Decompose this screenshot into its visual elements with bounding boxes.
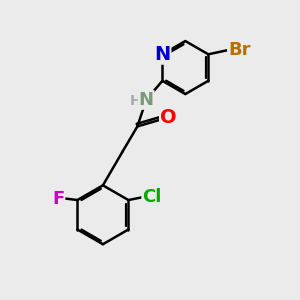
Text: Cl: Cl <box>142 188 162 206</box>
Text: N: N <box>154 45 170 64</box>
Text: N: N <box>139 91 154 109</box>
Text: O: O <box>160 108 177 127</box>
Text: Br: Br <box>228 41 250 59</box>
Text: F: F <box>52 190 64 208</box>
Text: H: H <box>130 94 142 108</box>
